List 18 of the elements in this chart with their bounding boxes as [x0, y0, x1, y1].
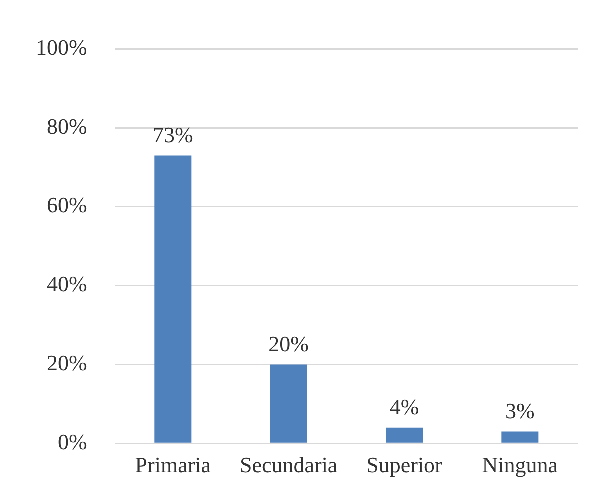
y-tick-label: 20% — [47, 350, 88, 376]
y-tick-label: 40% — [47, 272, 88, 297]
y-tick-label: 100% — [36, 34, 88, 60]
bar — [154, 156, 192, 443]
x-tick-label: Secundaria — [240, 452, 338, 478]
data-label: 73% — [152, 122, 194, 148]
bar — [270, 364, 308, 443]
x-tick-label: Primaria — [135, 452, 212, 478]
y-tick-label: 0% — [58, 429, 88, 454]
data-label: 3% — [506, 398, 535, 424]
bar — [502, 432, 539, 443]
x-tick-label: Superior — [366, 452, 444, 478]
y-tick-label: 60% — [47, 192, 88, 218]
y-tick-label: 80% — [47, 114, 88, 139]
data-label: 20% — [268, 332, 309, 356]
x-tick-label: Ninguna — [482, 452, 558, 478]
bar — [386, 428, 424, 443]
data-label: 4% — [390, 394, 420, 420]
